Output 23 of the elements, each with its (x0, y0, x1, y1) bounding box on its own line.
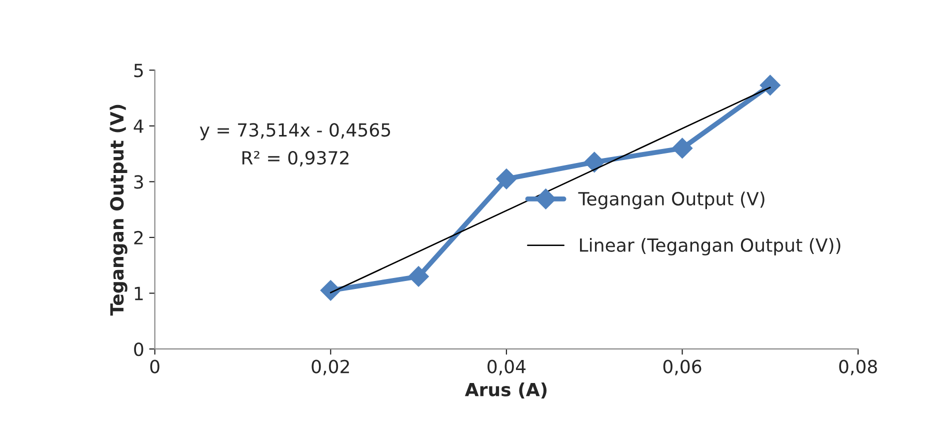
x-tick-label: 0,02 (312, 360, 349, 376)
x-axis-title: Arus (A) (464, 382, 547, 399)
point (672, 138, 693, 159)
annotation: y = 73,514x - 0,4565 (200, 123, 390, 140)
y-tick-label: 5 (134, 64, 143, 78)
point (496, 168, 517, 190)
x-tick-label: 0,08 (839, 360, 877, 376)
legend-label: Tegangan Output (V) (578, 192, 764, 210)
legend-label: Linear (Tegangan Output (V)) (580, 238, 840, 256)
point (408, 266, 429, 287)
point (584, 152, 605, 173)
point (320, 280, 341, 301)
y-tick-label: 0 (134, 342, 144, 356)
y-tick-label: 3 (134, 175, 143, 189)
x-tick-label: 0,04 (488, 360, 526, 376)
x-tick-label: 0 (150, 360, 160, 374)
point (760, 74, 781, 96)
y-tick-label: 1 (134, 286, 143, 300)
y-tick-label: 2 (134, 230, 143, 244)
y-tick-label: 4 (134, 120, 144, 133)
annotation: R² = 0,9372 (242, 150, 348, 166)
y-axis-title: Tegangan Output (V) (110, 104, 128, 316)
x-tick-label: 0,06 (663, 360, 702, 376)
